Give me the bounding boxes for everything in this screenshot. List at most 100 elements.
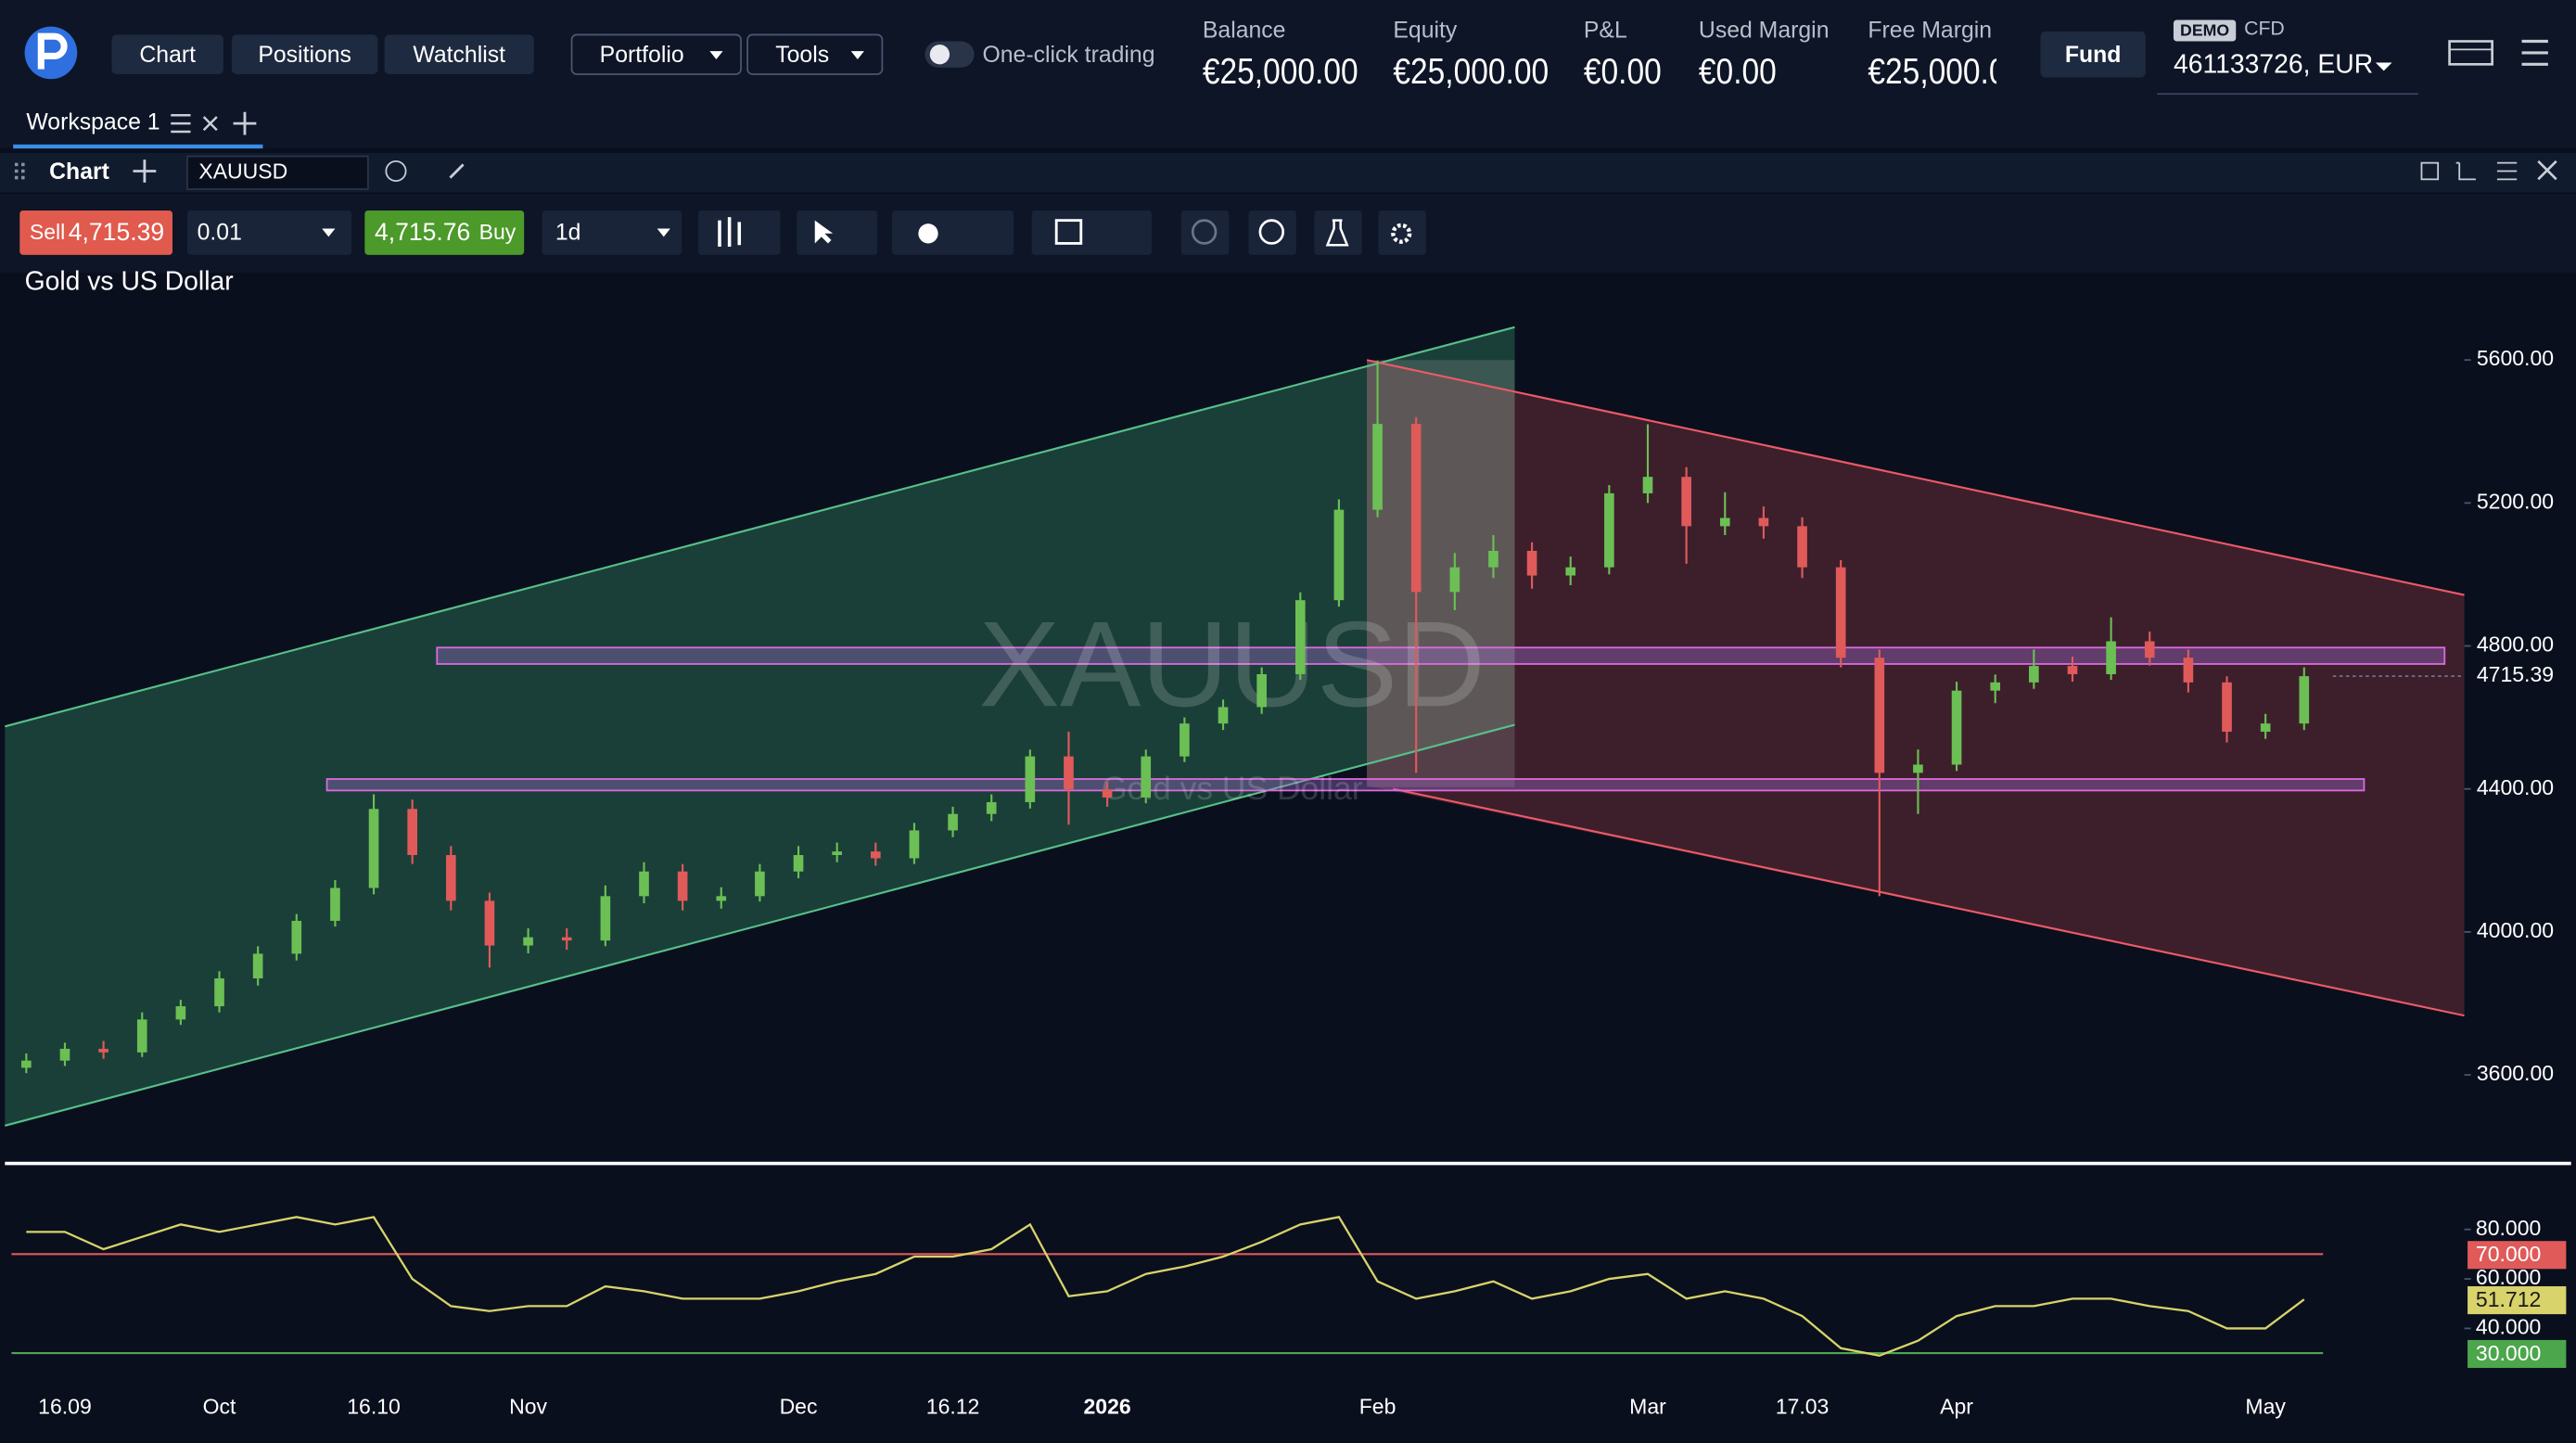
candle-body: [330, 888, 340, 921]
y-tick-label: 4400.00: [2477, 775, 2554, 799]
candle-body: [1913, 764, 1923, 773]
candle-body: [291, 920, 302, 954]
account-label: Used Margin: [1699, 18, 1830, 43]
draw-button[interactable]: [892, 211, 1014, 255]
candle-body: [1102, 789, 1113, 798]
rsi-level-label: 70.000: [2476, 1242, 2541, 1266]
demo-label: DEMO: [2180, 21, 2229, 40]
candle-body: [1719, 517, 1730, 527]
rsi-tick-label: 40.000: [2476, 1314, 2541, 1338]
chart-title: Gold vs US Dollar: [25, 266, 234, 296]
menu-button[interactable]: [570, 33, 742, 75]
workspace-add[interactable]: [233, 111, 257, 135]
shape-button[interactable]: [1031, 211, 1152, 255]
y-tick-label: 5600.00: [2477, 346, 2554, 370]
x-tick-label: Dec: [780, 1395, 818, 1419]
zoom-in[interactable]: [1248, 211, 1296, 255]
nav-label: Positions: [258, 43, 351, 68]
account-label: Balance: [1203, 18, 1286, 43]
candle-body: [2067, 666, 2078, 674]
last-price-box: [2468, 662, 2562, 690]
candle-body: [2183, 658, 2194, 683]
workspace-tab[interactable]: Workspace 1: [26, 110, 159, 135]
candle-body: [832, 851, 842, 856]
account-value: €0.00: [1699, 51, 1777, 92]
shape-icon: [1054, 219, 1083, 245]
red-channel: [1367, 360, 2465, 1016]
x-tick-label: 17.03: [1776, 1395, 1830, 1419]
watermark: XAUUSD: [979, 595, 1486, 732]
nav-label: Watchlist: [413, 43, 505, 68]
fund-button[interactable]: [2040, 31, 2146, 78]
candle-body: [1141, 756, 1152, 798]
candle-body: [1064, 756, 1074, 790]
buy-button[interactable]: [364, 211, 525, 255]
cursor-button[interactable]: [797, 211, 878, 255]
symbol-input[interactable]: [186, 155, 369, 190]
menu-icon[interactable]: [2521, 39, 2548, 66]
y-tick-label: 4000.00: [2477, 918, 2554, 942]
candle-body: [1218, 707, 1229, 724]
zoom-in-icon: [1258, 219, 1285, 245]
y-tick-label: 4800.00: [2477, 632, 2554, 657]
candle-body: [639, 871, 649, 897]
interval-select[interactable]: [542, 211, 682, 255]
nav-button[interactable]: [111, 34, 223, 74]
candle-body: [2106, 641, 2116, 674]
candle-body: [59, 1048, 70, 1061]
menu-caret: [850, 51, 864, 60]
indicators-button[interactable]: [1314, 211, 1362, 255]
candle-body: [948, 813, 958, 831]
candle-body: [1025, 756, 1036, 802]
y-tick-label: 3600.00: [2477, 1061, 2554, 1085]
panel-close[interactable]: [2537, 160, 2557, 181]
candle-body: [1874, 658, 1885, 773]
demo-badge: [2173, 19, 2237, 42]
x-tick-label: 2026: [1084, 1395, 1131, 1419]
x-tick-label: 16.09: [38, 1395, 92, 1419]
workspace-close[interactable]: [202, 116, 218, 132]
candle-body: [368, 809, 379, 888]
rsi-tick-label: 60.000: [2476, 1265, 2541, 1289]
popout-icon[interactable]: [2420, 161, 2440, 181]
top-bar: [0, 0, 2576, 148]
menu-button[interactable]: [746, 33, 884, 75]
symbol-text: XAUUSD: [198, 159, 287, 183]
red-channel-lines: [1366, 359, 2465, 1017]
expand-icon[interactable]: [2455, 161, 2476, 181]
zoom-out[interactable]: [1180, 211, 1230, 255]
resistance-zone: [436, 646, 2446, 665]
green-channel: [5, 326, 1515, 1126]
settings-button[interactable]: [1378, 211, 1426, 255]
candle-body: [446, 855, 456, 901]
account-label: Free Margin: [1868, 18, 1992, 43]
toggle-label: One-click trading: [982, 43, 1154, 68]
x-tick-label: Oct: [203, 1395, 236, 1419]
quantity-select[interactable]: [186, 211, 352, 255]
candle-body: [2260, 723, 2271, 733]
x-tick-label: Mar: [1629, 1395, 1666, 1419]
sell-button[interactable]: [19, 211, 173, 255]
settings-icon: [1391, 223, 1412, 244]
candle-body: [175, 1006, 186, 1020]
panel-menu[interactable]: [2496, 161, 2518, 181]
quantity: 0.01: [198, 220, 242, 245]
support-zone: [325, 778, 2366, 792]
fund-label: Fund: [2065, 43, 2122, 68]
account-value: €25,000.00: [1203, 51, 1358, 92]
panel-add[interactable]: [133, 160, 157, 183]
nav-button[interactable]: [231, 34, 378, 74]
layout-icon[interactable]: [2448, 40, 2493, 66]
rsi-tick-label: 80.000: [2476, 1216, 2541, 1240]
info-icon[interactable]: [385, 160, 407, 183]
last-price-label: 4715.39: [2477, 662, 2554, 686]
link-icon[interactable]: [449, 163, 465, 179]
sell-label: Sell: [30, 220, 65, 244]
workspace-menu[interactable]: [171, 114, 191, 134]
nav-button[interactable]: [384, 34, 534, 74]
candle-body: [716, 896, 727, 901]
buy-price: 4,715.76: [375, 218, 470, 246]
x-tick-label: May: [2245, 1395, 2286, 1419]
account-id[interactable]: 461133726, EUR: [2174, 50, 2373, 80]
